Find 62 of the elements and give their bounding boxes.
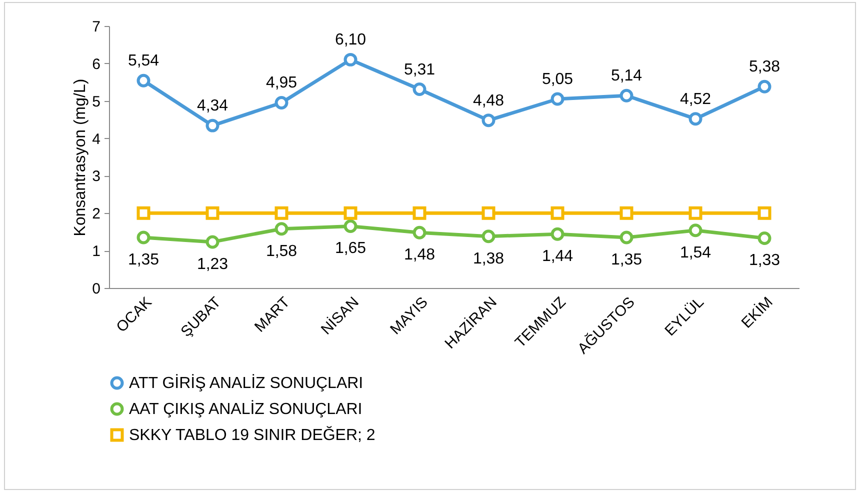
data-label: 1,38 xyxy=(472,250,504,268)
y-tick-label: 5 xyxy=(92,93,100,110)
point xyxy=(620,230,634,244)
point xyxy=(412,206,426,220)
data-label: 1,54 xyxy=(680,244,712,262)
point xyxy=(136,74,150,88)
data-label: 5,05 xyxy=(542,70,574,88)
point xyxy=(550,92,564,106)
point xyxy=(550,206,564,220)
point xyxy=(344,206,358,220)
point xyxy=(136,206,150,220)
point xyxy=(344,220,358,233)
data-label: 1,65 xyxy=(334,240,366,258)
point xyxy=(274,96,288,110)
y-tick-label: 2 xyxy=(92,206,100,223)
legend-label: SKKY TABLO 19 SINIR DEĞER; 2 xyxy=(129,426,376,444)
data-label: 4,48 xyxy=(472,92,504,110)
point xyxy=(274,206,288,220)
legend-label: AAT ÇIKIŞ ANALİZ SONUÇLARI xyxy=(129,400,362,418)
point xyxy=(274,222,288,236)
data-label: 5,38 xyxy=(748,58,780,76)
point xyxy=(136,230,150,244)
point xyxy=(688,224,702,238)
point xyxy=(758,206,772,220)
legend-label: ATT GİRİŞ ANALİZ SONUÇLARI xyxy=(129,374,364,392)
point xyxy=(688,206,702,220)
point xyxy=(412,82,426,96)
point xyxy=(688,112,702,126)
data-label: 4,95 xyxy=(266,74,298,92)
y-tick-label: 1 xyxy=(92,243,100,260)
point xyxy=(482,206,496,220)
data-label: 5,54 xyxy=(128,52,160,70)
y-tick-label: 6 xyxy=(92,56,100,73)
y-tick-label: 0 xyxy=(92,280,100,298)
data-label: 1,44 xyxy=(542,248,574,266)
data-label: 1,48 xyxy=(404,246,436,264)
point xyxy=(620,206,634,220)
point xyxy=(206,118,220,132)
data-label: 1,35 xyxy=(128,251,160,268)
data-label: 1,33 xyxy=(748,252,780,270)
point xyxy=(758,80,772,94)
data-label: 1,35 xyxy=(610,251,642,268)
data-label: 6,10 xyxy=(334,32,366,49)
data-label: 1,58 xyxy=(266,242,298,260)
point xyxy=(758,231,772,245)
data-label: 1,23 xyxy=(196,256,228,273)
point xyxy=(550,227,564,241)
point xyxy=(206,235,220,249)
y-axis-title: Konsantrasyon (mg/L) xyxy=(72,78,90,236)
point xyxy=(482,114,496,128)
y-tick-label: 7 xyxy=(92,18,100,36)
y-tick-label: 4 xyxy=(92,130,100,148)
data-label: 5,31 xyxy=(404,61,436,78)
data-label: 5,14 xyxy=(610,68,642,85)
point xyxy=(344,52,358,66)
point xyxy=(482,230,496,244)
y-tick-label: 3 xyxy=(92,168,100,186)
data-label: 4,34 xyxy=(196,98,228,115)
data-label: 4,52 xyxy=(680,90,712,108)
point xyxy=(206,206,220,220)
point xyxy=(412,226,426,240)
point xyxy=(620,88,634,102)
